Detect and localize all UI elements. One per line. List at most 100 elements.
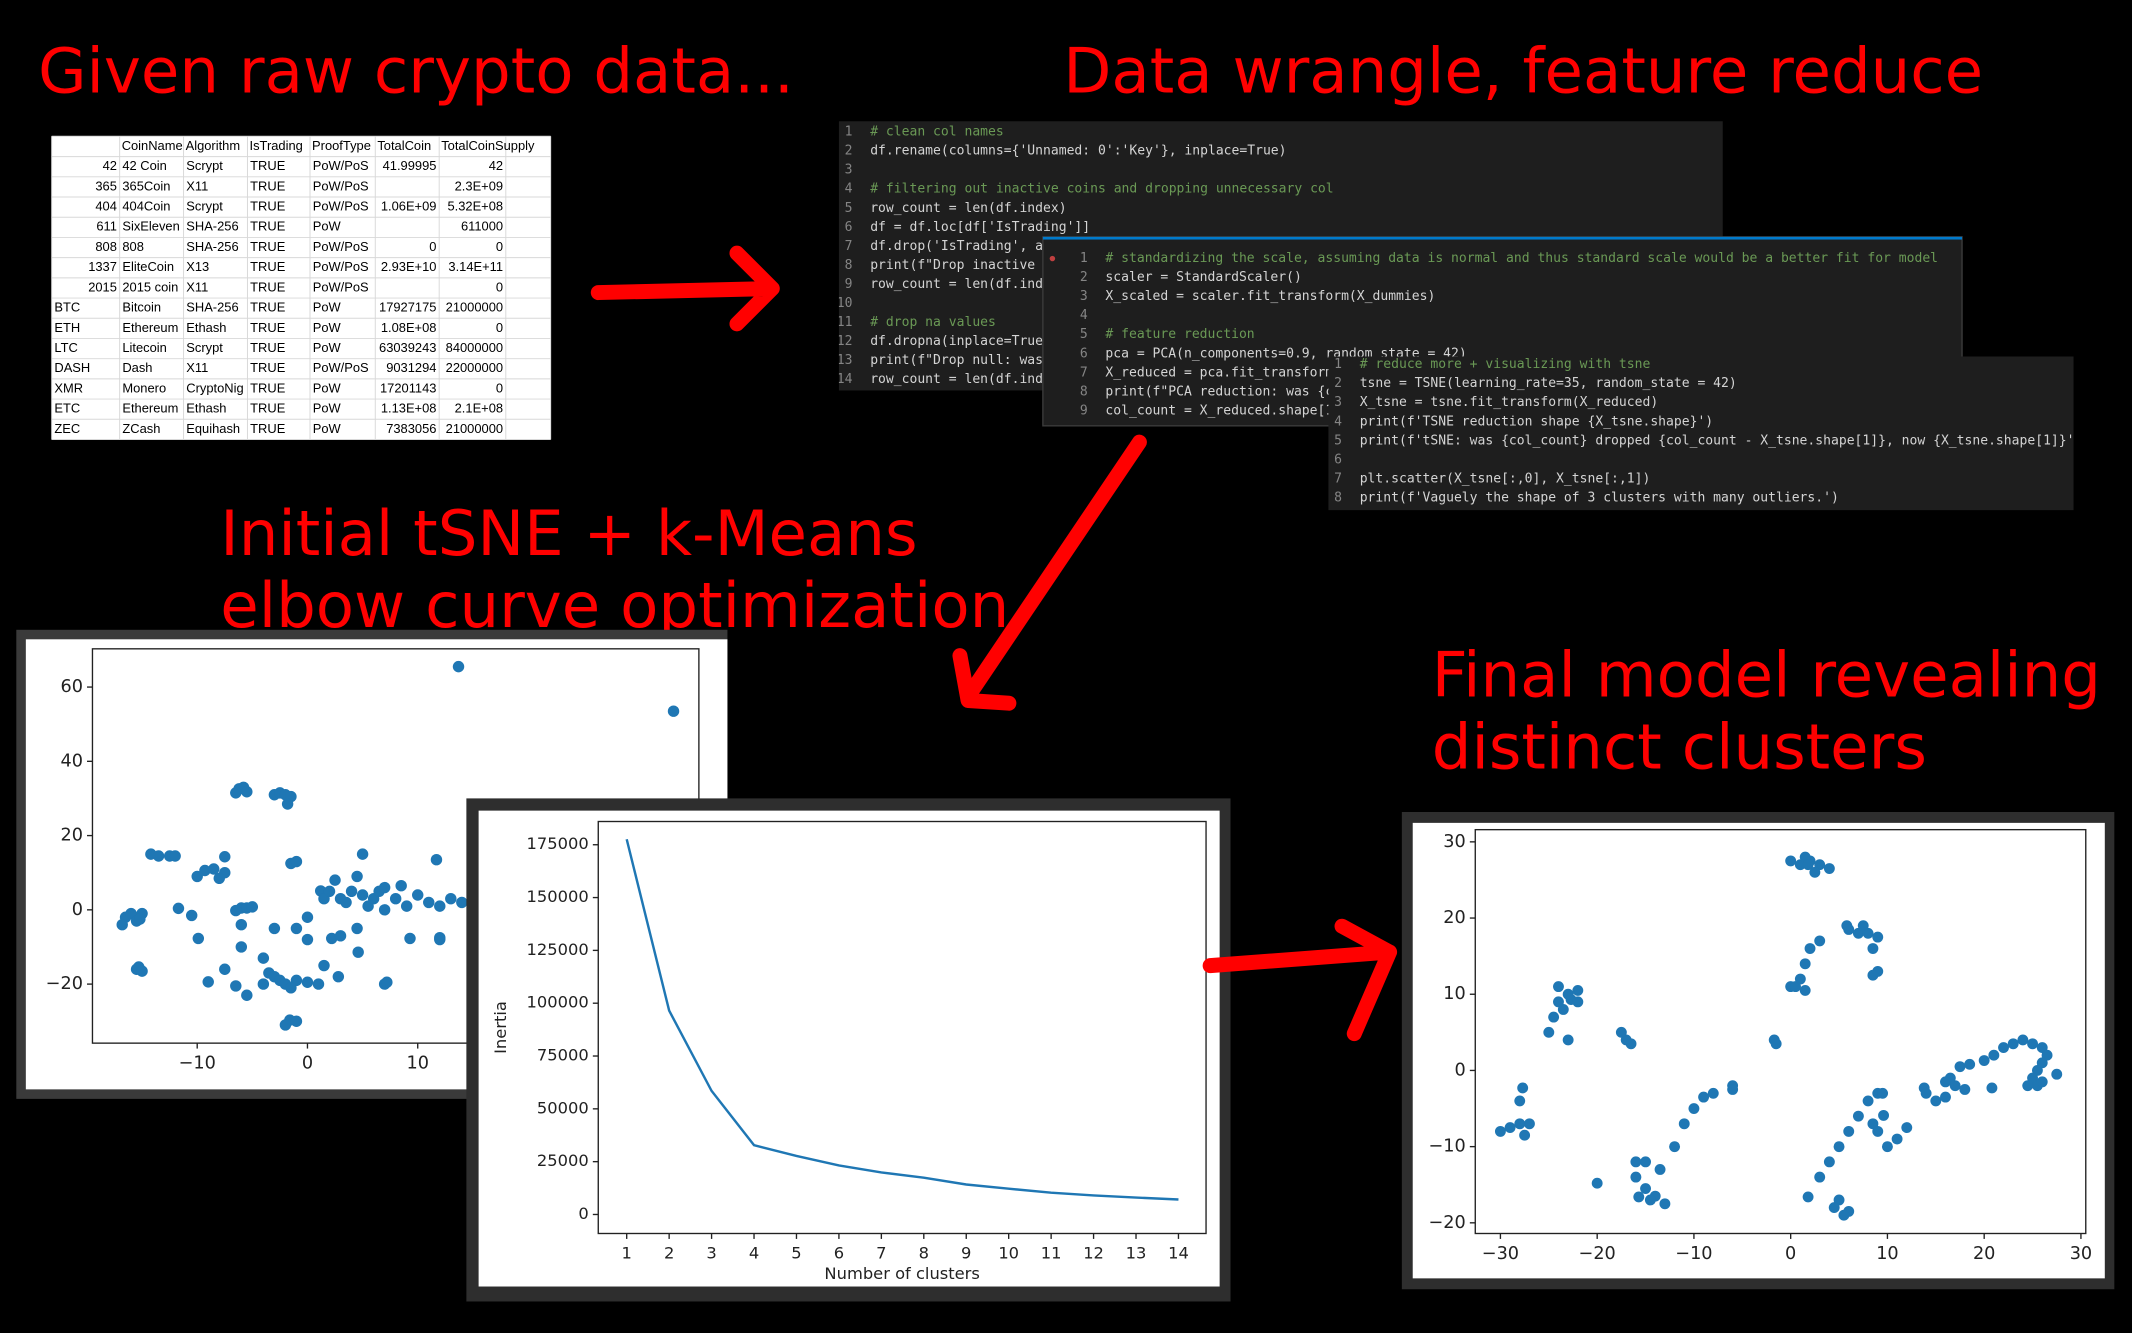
line-number: 8 — [1080, 384, 1088, 399]
scatter-point — [352, 946, 364, 958]
scatter-point — [1640, 1156, 1651, 1168]
code-line: df = df.loc[df['IsTrading']] — [870, 220, 1090, 235]
scatter-point — [257, 952, 270, 964]
table-cell: 1.08E+08 — [381, 320, 437, 335]
breakpoint — [1049, 255, 1056, 262]
table-cell: PoW — [313, 340, 342, 355]
x-tick-label: 7 — [876, 1243, 886, 1262]
table-cell: 42 Coin — [122, 158, 167, 173]
y-tick-label: 40 — [60, 751, 82, 771]
line-number: 1 — [1334, 357, 1342, 372]
scatter-point — [246, 901, 259, 913]
table-cell: PoW/PoS — [313, 279, 369, 294]
scatter-point — [268, 922, 281, 935]
scatter-point — [1843, 924, 1855, 935]
line-number: 10 — [837, 296, 853, 311]
scatter-point — [235, 918, 248, 931]
code-line: row_count = len(df.index) — [870, 201, 1066, 216]
line-number: 7 — [845, 239, 853, 254]
code-line: # standardizing the scale, assuming data… — [1105, 251, 1938, 266]
table-cell: X11 — [186, 178, 208, 193]
scatter-point — [334, 930, 347, 942]
code-line: col_count = X_reduced.shape[1] — [1105, 403, 1341, 418]
table-cell: 17927175 — [379, 300, 436, 315]
line-number: 5 — [1334, 433, 1342, 448]
scatter-point — [1633, 1191, 1645, 1203]
scatter-point — [192, 932, 205, 945]
code-line: df.drop('IsTrading', a — [870, 239, 1043, 254]
table-cell: TRUE — [250, 360, 286, 375]
table-cell: TRUE — [250, 199, 286, 214]
scatter-point — [290, 1015, 303, 1027]
scatter-point — [219, 963, 231, 975]
code-line: df.dropna(inplace=True — [870, 334, 1043, 349]
scatter-point — [235, 941, 248, 953]
scatter-point — [1901, 1122, 1913, 1134]
table-header: IsTrading — [250, 138, 303, 153]
scatter-point — [378, 881, 391, 894]
scatter-point — [1562, 1034, 1574, 1046]
table-header: Algorithm — [186, 138, 241, 153]
table-cell: 21000000 — [446, 300, 503, 315]
y-tick-label: −10 — [1428, 1137, 1465, 1157]
table-cell: 2015 coin — [122, 279, 178, 294]
table-header: TotalCoin — [377, 138, 431, 153]
scatter-point — [1669, 1141, 1681, 1153]
scatter-point — [1877, 1087, 1889, 1099]
scatter-point — [230, 980, 242, 992]
x-tick-label: 11 — [1041, 1243, 1062, 1262]
code-line: row_count = len(df.ind — [870, 372, 1043, 387]
table-cell: Bitcoin — [122, 300, 161, 315]
scatter-point — [1654, 1164, 1666, 1175]
scatter-point — [1833, 1141, 1845, 1153]
table-cell: 404Coin — [122, 199, 170, 214]
scatter-point — [301, 976, 314, 988]
table-cell: 84000000 — [446, 340, 503, 355]
table-cell: Equihash — [186, 421, 240, 436]
x-tick-label: 0 — [302, 1054, 313, 1074]
chart-panel: −30 −20 −10 0 10 20 30 −20 −10 0 10 20 30 — [1401, 811, 2115, 1290]
heading: distinct clusters — [1432, 710, 1927, 783]
scatter-point — [1814, 935, 1826, 947]
x-tick-label: 14 — [1168, 1243, 1189, 1262]
table-cell: TRUE — [250, 279, 286, 294]
scatter-point — [1514, 1095, 1526, 1107]
scatter-point — [185, 909, 198, 922]
plot-area — [625, 838, 1179, 1201]
table-cell: PoW/PoS — [313, 178, 369, 193]
line-number: 8 — [845, 258, 853, 273]
arrow — [1202, 918, 1398, 1042]
scatter-point — [1640, 1183, 1651, 1194]
scatter-point — [301, 933, 314, 946]
table-cell: 0 — [496, 239, 503, 254]
scatter-point — [434, 933, 446, 946]
code-line: # reduce more + visualizing with tsne — [1360, 357, 1651, 372]
y-tick-label: 50000 — [537, 1098, 589, 1117]
y-tick-label: 20 — [1443, 908, 1465, 928]
table-cell: Scrypt — [186, 158, 223, 173]
table-cell: 611000 — [461, 219, 503, 234]
table-cell: PoW/PoS — [313, 158, 369, 173]
scatter-point — [1524, 1118, 1535, 1130]
table-cell: 1.13E+08 — [381, 401, 437, 416]
line-number: 3 — [1334, 395, 1342, 410]
code-background — [1328, 356, 2074, 511]
line-number: 6 — [845, 220, 853, 235]
scatter-point — [667, 705, 680, 717]
scatter-point — [257, 978, 270, 990]
table-cell: TRUE — [250, 178, 286, 193]
scatter-point — [356, 848, 369, 860]
scatter-point — [1978, 1055, 1990, 1066]
scatter-point — [1770, 1038, 1782, 1050]
scatter-point — [152, 850, 165, 862]
code-line: # filtering out inactive coins and dropp… — [870, 182, 1333, 197]
code-line: # clean col names — [870, 125, 1004, 140]
table-cell: TRUE — [250, 158, 286, 173]
scatter-point — [116, 918, 128, 931]
table-cell: 21000000 — [446, 421, 503, 436]
scatter-point — [1843, 1125, 1855, 1137]
scatter-point — [1688, 1103, 1700, 1114]
table-header: ProofType — [312, 138, 371, 153]
table-cell: ETH — [54, 320, 80, 335]
